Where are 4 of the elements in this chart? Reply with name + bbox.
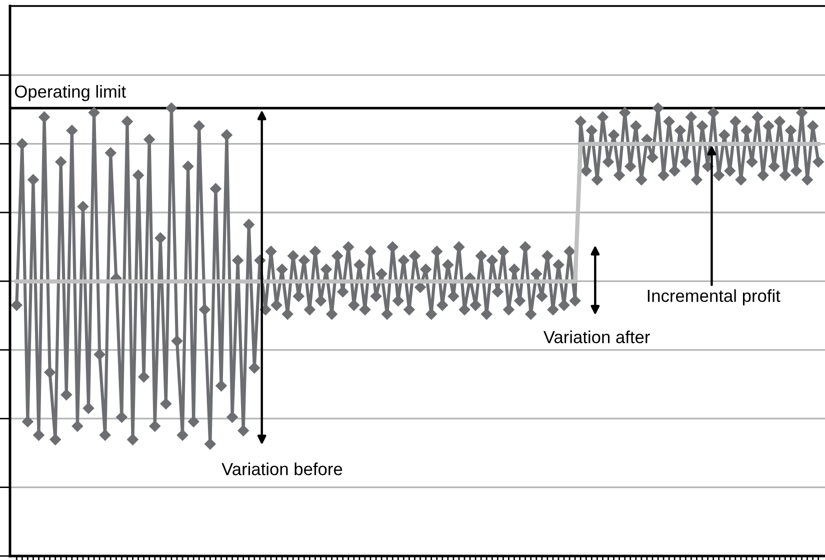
annotation: Variation after xyxy=(543,330,650,344)
annotation: Variation before xyxy=(222,462,342,476)
annotation: Incremental profit xyxy=(648,289,780,306)
ref-line-label: Operating limit xyxy=(14,84,126,102)
